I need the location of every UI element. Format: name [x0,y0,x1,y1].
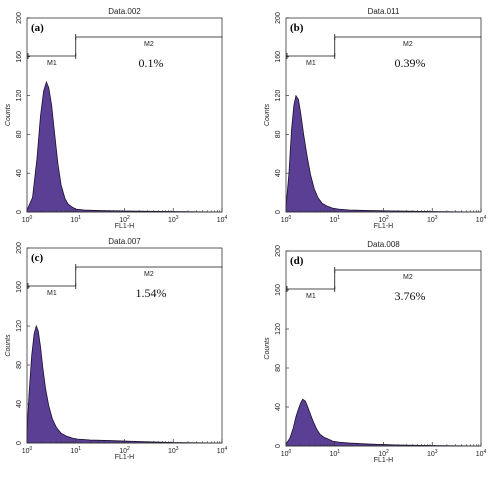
x-tick-label: 103 [168,215,179,224]
m2-percent-label: 0.39% [395,56,426,70]
y-tick-label: 40 [275,169,282,177]
y-tick-label: 200 [16,12,23,24]
y-tick-label: 40 [275,403,282,411]
marker-m2-label: M2 [144,271,154,278]
x-tick-label: 102 [378,449,389,458]
histogram-series [26,324,223,444]
y-tick-label: 120 [275,90,282,102]
y-tick-label: 80 [16,130,23,138]
y-tick-label: 160 [275,51,282,63]
panel-4: Data.008 0 40 80 120 160 200 Counts 100 101 102 103… [264,240,487,464]
histogram-series [26,80,223,213]
panel-title: Data.008 [367,240,400,249]
histogram-series [285,94,482,213]
y-axis-label: Counts [5,103,12,126]
x-tick-label: 104 [217,215,228,224]
x-axis-label: FL1-H [115,454,134,461]
x-tick-label: 101 [329,215,340,224]
x-tick-label: 104 [476,449,487,458]
x-tick-label: 101 [70,215,81,224]
y-axis-label: Counts [264,337,271,360]
panel-label: (c) [31,252,44,264]
m2-percent-label: 1.54% [136,286,167,300]
x-tick-label: 101 [70,446,81,455]
x-tick-label: 103 [168,446,179,455]
x-tick-label: 101 [329,449,340,458]
panel-title: Data.007 [108,237,141,246]
marker-m1-label: M1 [306,293,316,300]
x-tick-label: 100 [22,446,33,455]
panel-2: Data.011 0 40 80 120 160 200 Counts 100 101 102 103… [264,7,487,230]
x-tick-label: 102 [378,215,389,224]
y-tick-label: 160 [16,51,23,63]
x-tick-label: 103 [427,449,438,458]
y-tick-label: 200 [275,245,282,257]
m2-percent-label: 3.76% [395,289,426,303]
x-tick-label: 100 [281,449,292,458]
marker-m2-label: M2 [144,41,154,48]
histogram-series [285,398,482,447]
plot-frame [285,17,482,213]
y-tick-label: 160 [275,284,282,296]
m2-percent-label: 0.1% [139,56,164,70]
panel-title: Data.002 [108,7,141,16]
x-tick-label: 100 [22,215,33,224]
y-tick-label: 40 [16,400,23,408]
panel-label: (d) [290,255,304,267]
panel-3: Data.007 0 40 80 120 160 200 Counts 100 101 102 103… [5,237,228,461]
y-tick-label: 0 [16,210,23,214]
x-tick-label: 103 [427,215,438,224]
y-tick-label: 120 [16,90,23,102]
y-tick-label: 120 [16,320,23,332]
x-tick-label: 104 [217,446,228,455]
plot-frame [285,250,482,447]
y-tick-label: 200 [16,242,23,254]
x-tick-label: 100 [281,215,292,224]
y-tick-label: 40 [16,169,23,177]
panel-title: Data.011 [368,7,400,16]
panel-label: (b) [290,22,304,34]
panel-1: Data.002 0 40 80 120 160 200 Counts 100 101 102 103… [5,7,228,230]
x-axis-label: FL1-H [374,457,393,464]
x-tick-label: 102 [119,446,130,455]
panel-label: (a) [31,22,44,34]
y-tick-label: 0 [16,441,23,445]
x-tick-label: 104 [476,215,487,224]
marker-m1-label: M1 [47,290,57,297]
y-axis-label: Counts [264,103,271,126]
y-tick-label: 0 [275,210,282,214]
y-tick-label: 160 [16,281,23,293]
x-axis-label: FL1-H [374,223,393,230]
y-tick-label: 120 [275,323,282,335]
y-tick-label: 0 [275,444,282,448]
x-axis-label: FL1-H [115,223,134,230]
y-tick-label: 80 [16,361,23,369]
x-tick-label: 102 [119,215,130,224]
y-axis-label: Counts [5,334,12,357]
y-tick-label: 80 [275,130,282,138]
plot-frame [26,247,223,444]
y-tick-label: 80 [275,364,282,372]
marker-m1-label: M1 [306,60,316,67]
marker-m1-label: M1 [47,60,57,67]
y-tick-label: 200 [275,12,282,24]
marker-m2-label: M2 [403,274,413,281]
marker-m2-label: M2 [403,41,413,48]
